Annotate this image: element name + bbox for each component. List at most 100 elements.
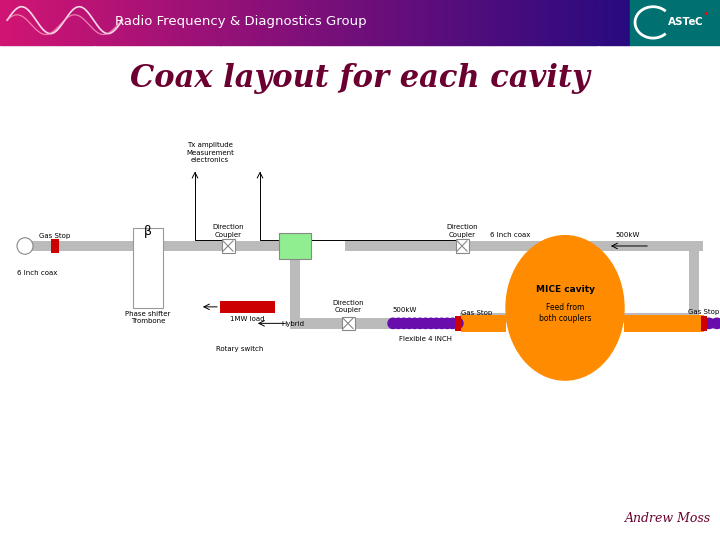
Bar [50, 0, 53, 45]
Bar [16, 0, 19, 45]
Circle shape [17, 238, 33, 254]
Bar [204, 0, 208, 45]
Bar [516, 0, 520, 45]
Bar [589, 0, 592, 45]
Bar [460, 0, 463, 45]
Bar [460, 313, 696, 323]
Bar [390, 0, 394, 45]
Bar [211, 0, 215, 45]
Bar [176, 0, 179, 45]
Bar [220, 0, 224, 45]
Bar [419, 0, 422, 45]
Bar [25, 0, 28, 45]
Bar [463, 0, 467, 45]
Bar [35, 0, 38, 45]
Circle shape [448, 318, 458, 328]
Bar [350, 0, 353, 45]
Bar [129, 0, 132, 45]
Bar [337, 0, 341, 45]
Bar [355, 318, 455, 328]
Bar [438, 0, 441, 45]
Circle shape [437, 318, 446, 328]
Bar [400, 0, 403, 45]
Bar [545, 0, 548, 45]
Circle shape [431, 318, 441, 328]
Bar [117, 0, 120, 45]
Bar [101, 0, 104, 45]
Bar [689, 318, 720, 328]
Bar [482, 0, 485, 45]
Bar [302, 0, 305, 45]
Text: 1MW load: 1MW load [230, 316, 264, 322]
Bar [564, 0, 567, 45]
Bar [252, 0, 255, 45]
Bar [89, 0, 91, 45]
Bar [69, 0, 73, 45]
Bar [300, 0, 302, 45]
Text: Gas Stop: Gas Stop [461, 310, 492, 316]
Bar [343, 0, 346, 45]
Text: Flexible 4 INCH: Flexible 4 INCH [399, 336, 452, 342]
Bar [94, 0, 98, 45]
Text: Direction
Coupler: Direction Coupler [446, 224, 478, 238]
Text: Hybrid: Hybrid [282, 321, 305, 327]
Bar [13, 0, 16, 45]
Bar [164, 0, 167, 45]
Bar [174, 0, 176, 45]
Circle shape [704, 318, 714, 328]
Bar [120, 0, 123, 45]
Bar [454, 0, 456, 45]
Bar [110, 0, 113, 45]
Bar [227, 0, 230, 45]
Bar [37, 0, 41, 45]
Bar [265, 0, 268, 45]
Bar [526, 0, 529, 45]
Bar [305, 0, 309, 45]
Bar [356, 0, 359, 45]
Bar [630, 0, 720, 45]
Bar [570, 0, 573, 45]
Text: ASTe: ASTe [668, 17, 697, 26]
Bar [456, 239, 469, 253]
Bar [53, 0, 57, 45]
Bar [472, 0, 476, 45]
Bar [369, 0, 372, 45]
Bar [41, 0, 44, 45]
Bar [618, 0, 621, 45]
Bar [554, 0, 557, 45]
Bar [529, 0, 532, 45]
Bar [145, 0, 148, 45]
Bar [552, 0, 554, 45]
Bar [255, 0, 258, 45]
Bar [557, 0, 561, 45]
Bar [541, 0, 545, 45]
Text: Tx amplitude
Measurement
electronics: Tx amplitude Measurement electronics [186, 143, 234, 164]
Bar [627, 0, 630, 45]
Bar [353, 0, 356, 45]
Bar [455, 316, 461, 330]
Bar [76, 0, 78, 45]
Bar [135, 0, 138, 45]
Bar [510, 0, 513, 45]
Bar [321, 0, 325, 45]
Text: 6 Inch coax: 6 Inch coax [17, 269, 57, 276]
Bar [384, 0, 387, 45]
Bar [148, 0, 151, 45]
Bar [598, 0, 602, 45]
Bar [577, 0, 580, 45]
Bar [614, 0, 618, 45]
Circle shape [426, 318, 436, 328]
Bar [132, 0, 135, 45]
Bar [290, 251, 300, 318]
Bar [315, 0, 318, 45]
Bar [318, 0, 321, 45]
Bar [271, 0, 274, 45]
Bar [536, 0, 539, 45]
Bar [158, 0, 161, 45]
Bar [220, 301, 275, 313]
Bar [6, 0, 9, 45]
Text: MICE cavity: MICE cavity [536, 285, 595, 294]
Bar [222, 239, 235, 253]
Bar [296, 0, 300, 45]
Circle shape [399, 318, 409, 328]
